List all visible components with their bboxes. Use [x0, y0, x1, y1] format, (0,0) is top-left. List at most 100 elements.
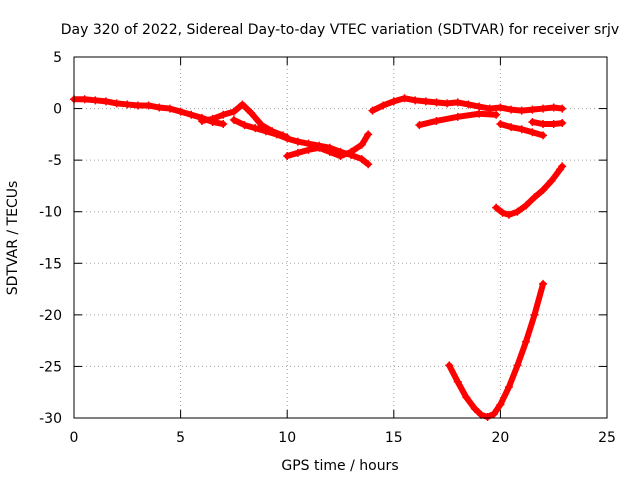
data-point	[496, 400, 505, 409]
data-point	[283, 134, 292, 143]
data-point	[238, 100, 247, 109]
data-point	[483, 412, 492, 421]
data-point	[421, 97, 430, 106]
data-point	[521, 337, 530, 346]
tick-layer: 0 5 10 15 20 25 -30 -25 -20 -15 -10 -5 0 5	[39, 50, 616, 446]
data-point	[470, 404, 479, 413]
data-point	[91, 96, 100, 105]
data-point	[400, 94, 409, 103]
data-point	[517, 106, 526, 115]
data-point	[208, 114, 217, 123]
series-main-arc-early	[70, 95, 228, 129]
data-point	[528, 117, 537, 126]
data-point	[229, 115, 238, 124]
data-point	[240, 121, 249, 130]
data-point	[498, 208, 507, 217]
x-tick-label: 20	[491, 430, 509, 446]
data-point	[197, 116, 206, 125]
data-point	[101, 97, 110, 106]
data-point	[123, 100, 132, 109]
x-tick-label: 15	[385, 430, 403, 446]
series-main-arc-low	[283, 130, 373, 161]
data-point	[411, 96, 420, 105]
series-late-arc-a	[496, 120, 548, 140]
data-point	[445, 361, 454, 370]
data-point	[415, 121, 424, 130]
data-point	[521, 201, 530, 210]
data-point	[304, 145, 313, 154]
data-point	[558, 104, 567, 113]
data-point	[539, 279, 548, 288]
x-tick-label: 10	[278, 430, 296, 446]
data-point	[364, 160, 373, 169]
series-arc-minus-ten	[492, 162, 567, 219]
data-point	[357, 140, 366, 149]
series-band	[529, 118, 566, 128]
data-point	[549, 120, 558, 129]
data-point	[513, 361, 522, 370]
data-point	[528, 128, 537, 137]
data-point	[492, 110, 501, 119]
data-point	[485, 104, 494, 113]
data-point	[539, 104, 548, 113]
data-point	[558, 162, 567, 171]
y-tick-label: -30	[39, 411, 62, 427]
x-tick-label: 25	[598, 430, 616, 446]
data-point	[496, 103, 505, 112]
data-point	[453, 98, 462, 107]
data-point	[464, 100, 473, 109]
chart-title: Day 320 of 2022, Sidereal Day-to-day VTE…	[61, 22, 619, 38]
data-point	[155, 103, 164, 112]
y-tick-label: 0	[53, 102, 62, 118]
data-point	[558, 119, 567, 128]
series-late-arc-b	[528, 117, 567, 129]
data-point	[133, 101, 142, 110]
data-point	[364, 130, 373, 139]
data-point	[432, 98, 441, 107]
data-point	[246, 108, 255, 117]
x-tick-label: 0	[70, 430, 79, 446]
data-point	[539, 120, 548, 129]
y-tick-label: -10	[39, 205, 62, 221]
series-arc-minus-thirty	[445, 279, 548, 421]
data-point	[336, 152, 345, 161]
x-axis-label: GPS time / hours	[281, 458, 398, 474]
data-point	[80, 95, 89, 104]
data-point	[496, 120, 505, 129]
y-tick-label: -5	[48, 153, 62, 169]
data-point	[507, 123, 516, 132]
data-point	[187, 110, 196, 119]
data-point	[490, 409, 499, 418]
data-point	[530, 310, 539, 319]
data-point	[368, 106, 377, 115]
data-point	[507, 105, 516, 114]
data-point	[325, 147, 334, 156]
data-point	[513, 207, 522, 216]
data-point	[389, 97, 398, 106]
data-point	[547, 176, 556, 185]
data-point	[144, 101, 153, 110]
data-point	[251, 124, 260, 133]
series-band	[493, 163, 566, 218]
data-point	[219, 120, 228, 129]
data-point	[517, 125, 526, 134]
data-point	[357, 155, 366, 164]
data-point	[379, 101, 388, 110]
data-point	[432, 116, 441, 125]
data-point	[453, 377, 462, 386]
data-point	[176, 107, 185, 116]
data-point	[293, 148, 302, 157]
data-point	[219, 110, 228, 119]
data-point	[504, 210, 513, 219]
data-point	[528, 105, 537, 114]
series-afternoon-lower	[415, 109, 501, 130]
data-point	[165, 104, 174, 113]
data-point	[549, 103, 558, 112]
data-point	[504, 383, 513, 392]
plot-frame	[73, 56, 608, 419]
data-point	[539, 186, 548, 195]
data-point	[462, 393, 471, 402]
y-tick-label: -25	[39, 359, 62, 375]
